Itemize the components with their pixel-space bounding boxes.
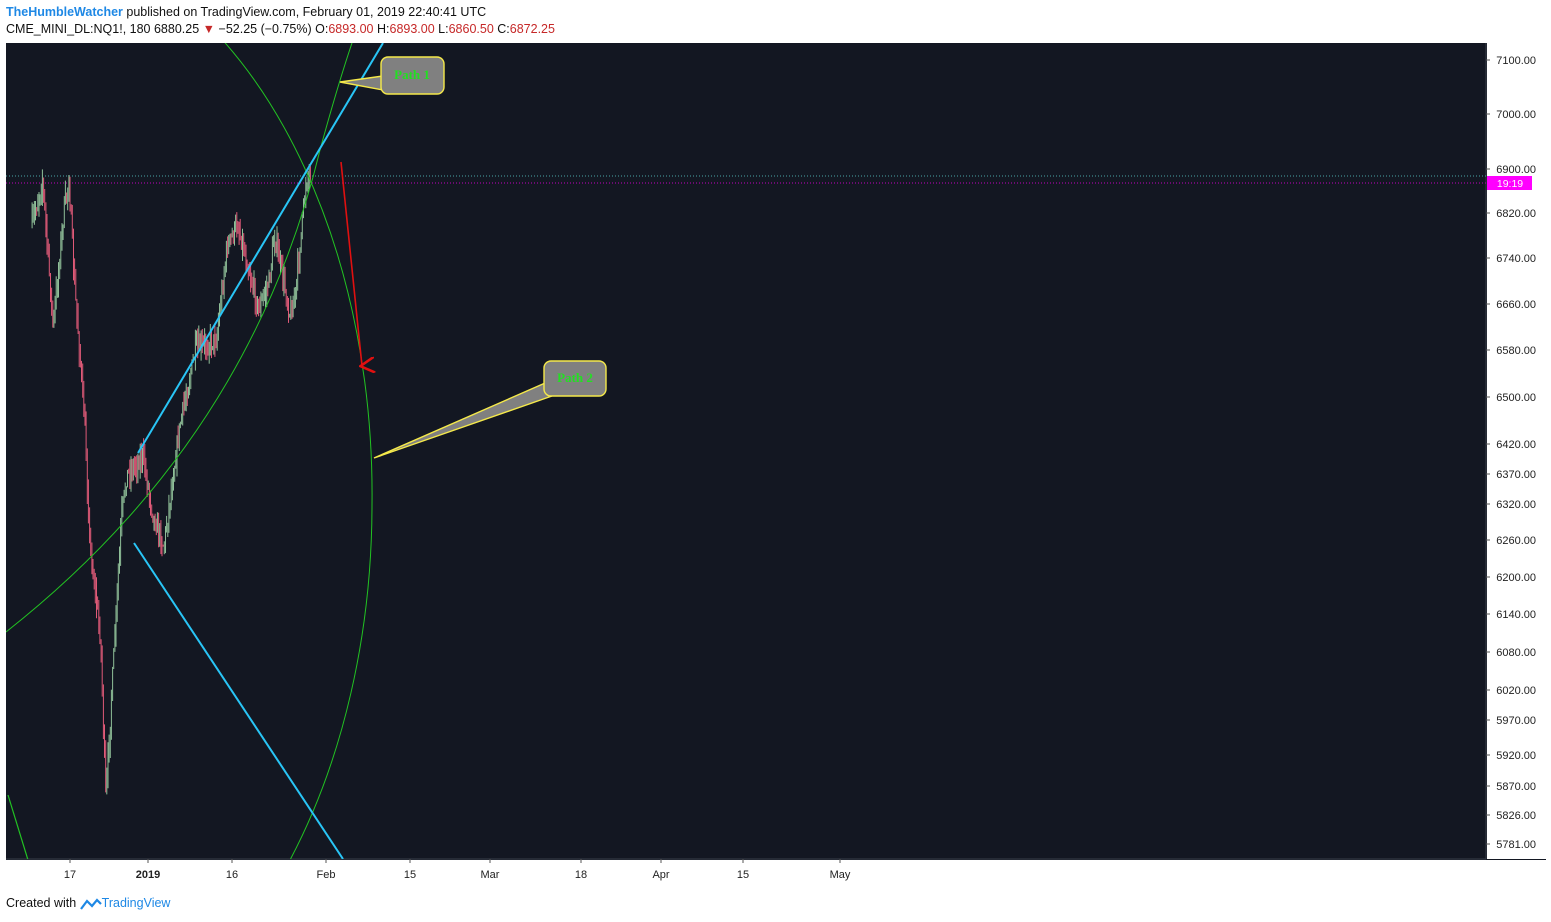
y-tick-label: 6500.00: [1496, 392, 1536, 404]
y-tick-label: 7000.00: [1496, 109, 1536, 121]
last-price: 6880.25: [153, 22, 200, 36]
y-tick-label: 7100.00: [1496, 55, 1536, 67]
close-label: C:: [497, 22, 510, 36]
x-tick-label: Mar: [481, 869, 500, 881]
lower-left-arc[interactable]: [7, 794, 29, 860]
inner-arc[interactable]: [6, 0, 372, 633]
y-tick-label: 6200.00: [1496, 572, 1536, 584]
y-tick-label: 5826.00: [1496, 810, 1536, 822]
high-value: 6893.00: [389, 22, 435, 36]
time-axis[interactable]: [6, 860, 1546, 886]
x-tick-label: 2019: [136, 869, 160, 881]
y-tick-label: 6580.00: [1496, 345, 1536, 357]
x-tick-label: Feb: [317, 869, 336, 881]
tradingview-link[interactable]: TradingView: [101, 896, 171, 910]
close-value: 6872.25: [509, 22, 555, 36]
open-label: O:: [315, 22, 329, 36]
x-tick-label: 18: [575, 869, 587, 881]
y-tick-label: 6320.00: [1496, 499, 1536, 511]
y-tick-label: 6420.00: [1496, 439, 1536, 451]
published-text: published on TradingView.com, February 0…: [122, 5, 487, 19]
open-value: 6893.00: [328, 22, 374, 36]
rising-trendline[interactable]: [137, 43, 384, 454]
down-triangle-icon: ▼: [202, 22, 216, 36]
symbol-line: CME_MINI_DL:NQ1!, 180 6880.25 ▼ −52.25 (…: [6, 22, 555, 36]
low-label: L:: [438, 22, 449, 36]
price-change: −52.25 (−0.75%): [218, 22, 312, 36]
y-tick-label: 6020.00: [1496, 685, 1536, 697]
y-axis-ticks: 7100.00 7000.00 6900.00 6820.00 6740.00 6660.…: [1486, 55, 1536, 851]
y-tick-label: 6140.00: [1496, 609, 1536, 621]
falling-trendline[interactable]: [133, 542, 344, 859]
y-tick-label: 5870.00: [1496, 781, 1536, 793]
y-tick-label: 5781.00: [1496, 839, 1536, 851]
candles-layer: [31, 164, 311, 795]
x-tick-label: 17: [64, 869, 76, 881]
path2-callout[interactable]: Path 2: [373, 360, 607, 459]
price-tag-box: [1487, 176, 1532, 190]
low-value: 6860.50: [448, 22, 494, 36]
price-tag: 19:19: [1487, 176, 1532, 190]
y-tick-label: 5920.00: [1496, 750, 1536, 762]
x-axis-ticks: 17 2019 16 Feb 15 Mar 18 Apr 15 May: [64, 859, 851, 881]
y-tick-label: 6740.00: [1496, 253, 1536, 265]
y-tick-label: 6080.00: [1496, 647, 1536, 659]
symbol: CME_MINI_DL:NQ1!, 180: [6, 22, 151, 36]
y-tick-label: 6370.00: [1496, 469, 1536, 481]
path1-label: Path 1: [394, 67, 430, 82]
author-name[interactable]: TheHumbleWatcher: [6, 5, 123, 19]
y-tick-label: 6260.00: [1496, 535, 1536, 547]
publish-line: TheHumbleWatcher published on TradingVie…: [6, 5, 486, 19]
y-tick-label: 6660.00: [1496, 299, 1536, 311]
price-lines: [6, 175, 1486, 184]
down-arrow[interactable]: [340, 161, 362, 366]
x-tick-label: 15: [737, 869, 749, 881]
drawings-layer: [6, 0, 384, 860]
tradingview-logo-icon: [79, 898, 102, 910]
y-tick-label: 6900.00: [1496, 164, 1536, 176]
y-tick-label: 6820.00: [1496, 208, 1536, 220]
large-arc[interactable]: [120, 0, 373, 860]
path1-callout[interactable]: Path 1: [339, 56, 445, 95]
footer: Created with TradingView: [6, 896, 170, 911]
x-tick-label: May: [830, 869, 851, 881]
created-with-text: Created with: [6, 896, 77, 910]
path2-label: Path 2: [557, 370, 593, 385]
y-tick-label: 5970.00: [1496, 715, 1536, 727]
axis-layer: [6, 43, 1546, 886]
x-tick-label: Apr: [652, 869, 669, 881]
countdown-label: 19:19: [1497, 178, 1523, 190]
high-label: H:: [377, 22, 390, 36]
x-tick-label: 15: [404, 869, 416, 881]
chart-area[interactable]: [6, 43, 1546, 886]
x-tick-label: 16: [226, 869, 238, 881]
